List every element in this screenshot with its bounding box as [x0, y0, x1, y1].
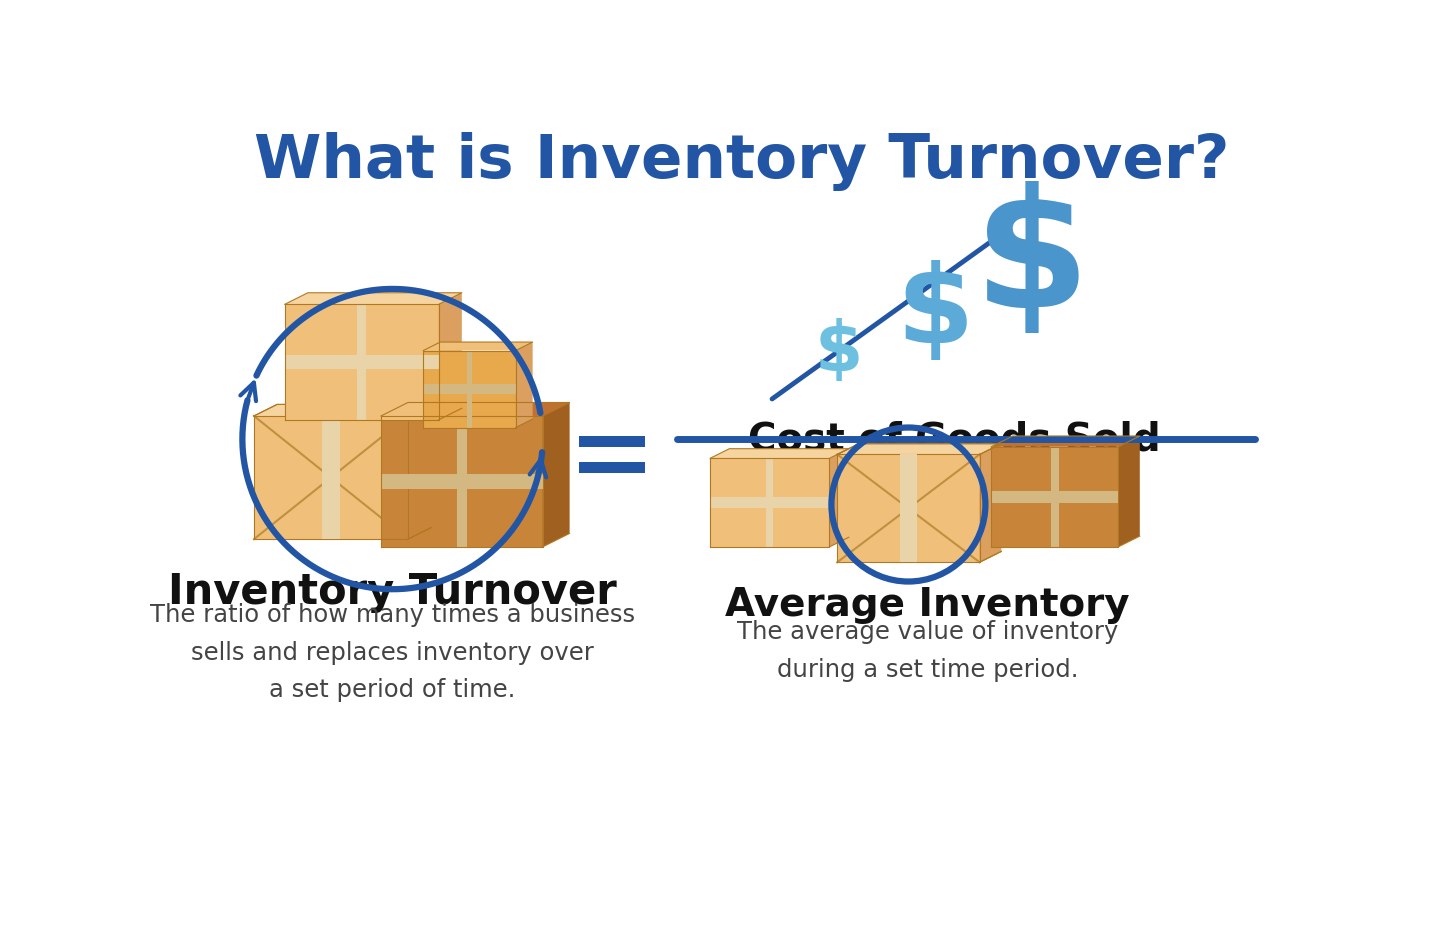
Polygon shape [992, 447, 1118, 547]
Polygon shape [458, 417, 466, 547]
Polygon shape [837, 455, 980, 563]
Polygon shape [358, 305, 366, 421]
Polygon shape [253, 417, 408, 540]
Polygon shape [992, 437, 1140, 447]
FancyBboxPatch shape [579, 437, 644, 447]
Polygon shape [1118, 437, 1140, 547]
Polygon shape [408, 405, 432, 540]
Polygon shape [766, 459, 773, 547]
Polygon shape [1051, 447, 1058, 547]
Polygon shape [285, 356, 439, 369]
Polygon shape [381, 474, 543, 489]
Polygon shape [837, 445, 1001, 455]
Text: $: $ [896, 259, 975, 367]
Polygon shape [423, 351, 515, 428]
Polygon shape [439, 293, 462, 421]
Text: $: $ [815, 318, 863, 385]
Text: The ratio of how many times a business
sells and replaces inventory over
a set p: The ratio of how many times a business s… [151, 603, 636, 702]
Polygon shape [710, 498, 830, 508]
Text: What is Inventory Turnover?: What is Inventory Turnover? [255, 132, 1229, 190]
Polygon shape [423, 385, 515, 394]
Polygon shape [710, 449, 849, 459]
Polygon shape [285, 293, 462, 305]
Polygon shape [423, 343, 533, 351]
Polygon shape [830, 449, 849, 547]
Polygon shape [899, 455, 917, 563]
Polygon shape [515, 343, 533, 428]
Polygon shape [980, 445, 1001, 563]
FancyBboxPatch shape [579, 463, 644, 473]
Polygon shape [710, 459, 830, 547]
Polygon shape [543, 403, 569, 547]
Polygon shape [253, 405, 432, 417]
Polygon shape [980, 445, 1001, 563]
Polygon shape [466, 351, 472, 428]
Polygon shape [253, 405, 432, 417]
Text: Average Inventory: Average Inventory [725, 585, 1129, 624]
Text: Inventory Turnover: Inventory Turnover [168, 570, 617, 612]
Polygon shape [381, 403, 569, 417]
Polygon shape [837, 445, 1001, 455]
Polygon shape [992, 491, 1118, 504]
Text: Cost of Goods Sold: Cost of Goods Sold [749, 421, 1161, 458]
Text: The average value of inventory
during a set time period.: The average value of inventory during a … [737, 620, 1118, 681]
Text: $: $ [973, 181, 1089, 344]
Polygon shape [285, 305, 439, 421]
Polygon shape [321, 417, 340, 540]
Polygon shape [408, 405, 432, 540]
Polygon shape [381, 417, 543, 547]
